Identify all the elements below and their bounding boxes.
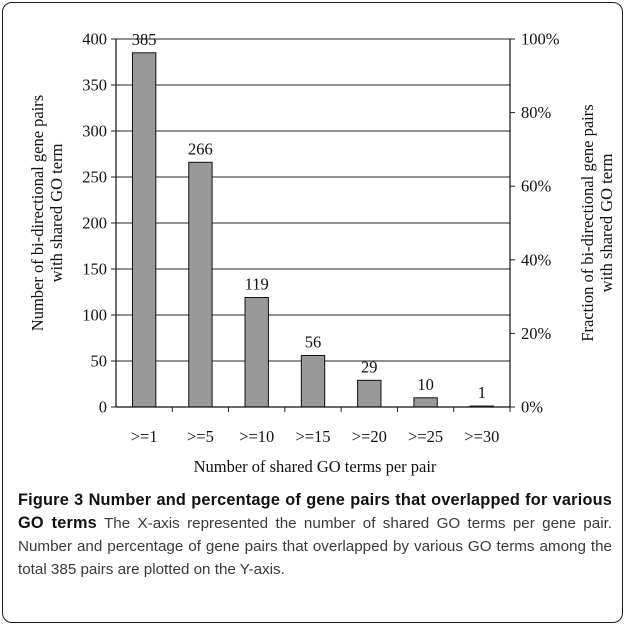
x-tick-label: >=10: [239, 427, 274, 446]
left-tick-label: 100: [82, 306, 107, 325]
bar: [357, 379, 382, 408]
x-tick-labels: >=1 >=5 >=10 >=15 >=20 >=25 >=30: [131, 427, 500, 446]
left-tick-label: 350: [82, 76, 107, 95]
left-tick-label: 150: [82, 260, 107, 279]
left-tick-label: 200: [82, 214, 107, 233]
bar-chart: 0 50 100 150 200 250 300 350 400 0% 20% 40% 60% 80% 1…: [28, 30, 616, 477]
caption-label: Figure 3 Number and percentage of gene p…: [18, 491, 612, 532]
caption-text: The X-axis represented the number of sha…: [18, 515, 613, 578]
y-axis-title-line2: with shared GO term: [47, 143, 66, 282]
left-tick-label: 250: [82, 168, 107, 187]
left-tick-label: 0: [99, 398, 107, 417]
data-label: 385: [132, 30, 157, 49]
data-label: 10: [417, 375, 434, 394]
figure-caption: Figure 3 Number and percentage of gene p…: [18, 489, 612, 581]
right-tick-label: 60%: [521, 177, 552, 196]
left-tick-label: 50: [91, 352, 108, 371]
bar: [131, 52, 157, 408]
bar: [188, 161, 213, 408]
data-label: 266: [188, 139, 213, 158]
left-y-tick-labels: 0 50 100 150 200 250 300 350 400: [82, 30, 107, 417]
x-tick-label: >=15: [295, 427, 330, 446]
right-tick-label: 80%: [521, 103, 552, 122]
left-tick-label: 400: [82, 30, 107, 49]
right-tick-label: 20%: [521, 324, 552, 343]
gridlines: [116, 38, 510, 362]
x-tick-label: >=5: [187, 427, 214, 446]
data-labels: 385 266 119 56 29 10 1: [132, 30, 486, 402]
right-y-axis-title-line1: Fraction of bi-directional gene pairs: [578, 104, 597, 341]
y-axis-title-line1: Number of bi-directional gene pairs: [28, 95, 47, 331]
bar: [413, 397, 438, 408]
right-y-axis-title-line2: with shared GO term: [597, 153, 616, 292]
data-label: 1: [478, 383, 486, 402]
bar: [244, 297, 269, 408]
right-y-tick-labels: 0% 20% 40% 60% 80% 100%: [521, 30, 560, 417]
right-tick-label: 100%: [521, 30, 560, 49]
right-tick-label: 40%: [521, 250, 552, 269]
x-tick-label: >=30: [464, 427, 499, 446]
data-label: 119: [245, 275, 269, 294]
x-tick-label: >=1: [131, 427, 158, 446]
bars: [131, 52, 495, 408]
x-axis-title: Number of shared GO terms per pair: [194, 457, 437, 476]
x-tick-label: >=25: [408, 427, 443, 446]
right-tick-label: 0%: [521, 398, 543, 417]
axes: [111, 38, 515, 412]
bar: [300, 354, 326, 408]
data-label: 56: [305, 332, 322, 351]
x-tick-label: >=20: [352, 427, 387, 446]
left-tick-label: 300: [82, 122, 107, 141]
data-label: 29: [361, 357, 378, 376]
